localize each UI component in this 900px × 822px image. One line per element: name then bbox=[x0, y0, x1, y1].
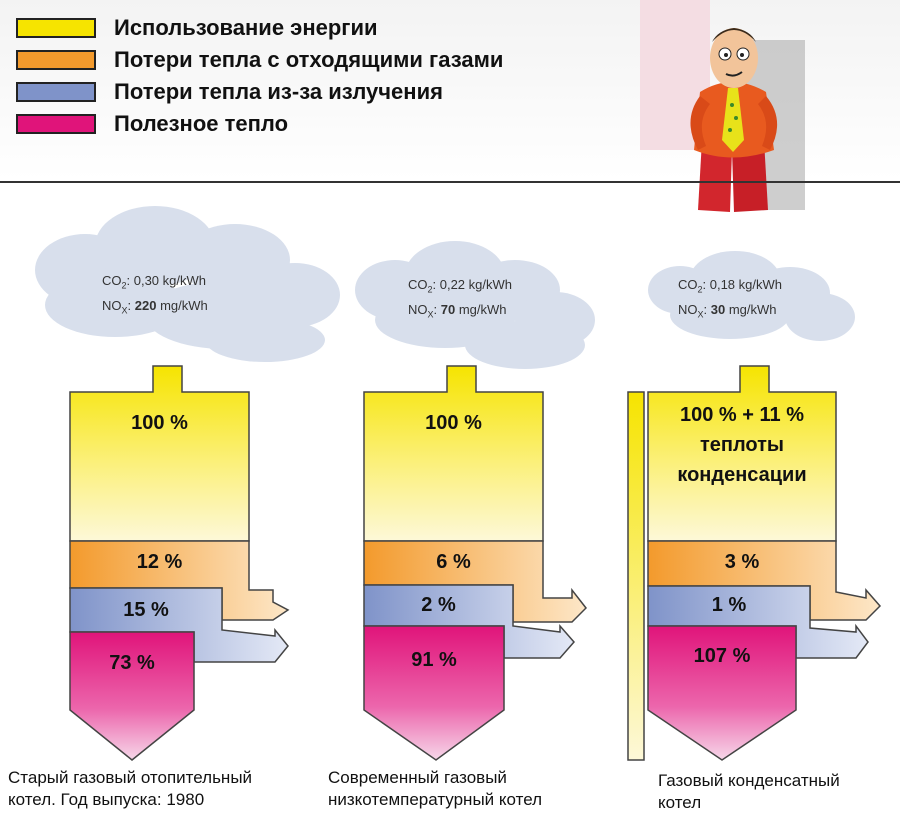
legend-label: Потери тепла с отходящими газами bbox=[114, 47, 504, 72]
nox-separator: : bbox=[127, 297, 135, 313]
useful-heat-block bbox=[69, 631, 195, 761]
legend-label: Потери тепла из-за излучения bbox=[114, 79, 443, 104]
caption-line: котел bbox=[658, 793, 702, 812]
boiler-condensing bbox=[627, 365, 882, 761]
nox-subscript: X bbox=[427, 309, 434, 320]
useful-percent: 91 % bbox=[411, 649, 457, 671]
caption-line: Газовый конденсатный bbox=[658, 771, 840, 790]
co2-value: : 0,18 kg/kWh bbox=[702, 277, 782, 292]
nox-unit: mg/kWh bbox=[156, 297, 208, 313]
condensation-bar bbox=[627, 391, 645, 761]
useful-heat-block bbox=[647, 625, 797, 761]
legend-swatch-magenta bbox=[16, 114, 96, 134]
legend-item-exhaust-loss: Потери тепла с отходящими газами bbox=[16, 46, 503, 74]
caption-line: низкотемпературный котел bbox=[328, 790, 543, 809]
caption-line: котел. Год выпуска: 1980 bbox=[8, 790, 205, 809]
header-divider bbox=[0, 181, 900, 183]
legend-label: Использование энергии bbox=[114, 15, 378, 40]
nox-label: NO bbox=[102, 297, 122, 313]
exhaust-percent: 6 % bbox=[436, 551, 471, 573]
energy-percent: 100 % bbox=[425, 412, 482, 434]
caption-line: Современный газовый bbox=[328, 768, 507, 787]
exhaust-percent: 12 % bbox=[136, 551, 183, 573]
radiation-percent: 2 % bbox=[421, 594, 456, 616]
co2-subscript: 2 bbox=[697, 284, 703, 295]
nox-unit: mg/kWh bbox=[455, 301, 507, 317]
co2-label: CO bbox=[408, 277, 428, 292]
legend-swatch-blue bbox=[16, 82, 96, 102]
legend-swatch-yellow bbox=[16, 18, 96, 38]
energy-use-block bbox=[69, 365, 250, 542]
nox-subscript: X bbox=[697, 309, 704, 320]
co2-value: : 0,30 kg/kWh bbox=[126, 273, 206, 288]
energy-percent-condensing: 100 % + 11 % теплоты конденсации bbox=[648, 400, 836, 490]
boiler-old bbox=[69, 365, 290, 761]
energy-percent-line: конденсации bbox=[677, 464, 807, 486]
nox-separator: : bbox=[703, 301, 711, 317]
useful-percent: 107 % bbox=[693, 645, 751, 667]
legend-item-radiation-loss: Потери тепла из-за излучения bbox=[16, 78, 443, 106]
energy-percent-line: 100 % + 11 % bbox=[680, 404, 804, 426]
useful-percent: 73 % bbox=[109, 652, 155, 674]
caption-condensing-boiler: Газовый конденсатный котел bbox=[658, 770, 840, 814]
co2-subscript: 2 bbox=[121, 280, 127, 291]
caption-line: Старый газовый отопительный bbox=[8, 768, 253, 787]
nox-unit: mg/kWh bbox=[725, 301, 777, 317]
caption-old-boiler: Старый газовый отопительный котел. Год в… bbox=[8, 767, 252, 811]
cloud-emissions-3 bbox=[648, 251, 855, 341]
co2-value: : 0,22 kg/kWh bbox=[432, 277, 512, 292]
legend-swatch-orange bbox=[16, 50, 96, 70]
energy-percent: 100 % bbox=[131, 412, 188, 434]
exhaust-percent: 3 % bbox=[724, 551, 760, 573]
co2-subscript: 2 bbox=[427, 284, 433, 295]
useful-heat-block bbox=[363, 625, 505, 761]
legend-item-useful-heat: Полезное тепло bbox=[16, 110, 288, 138]
radiation-percent: 15 % bbox=[123, 599, 169, 621]
co2-label: CO bbox=[102, 273, 122, 288]
nox-label: NO bbox=[408, 301, 428, 317]
emissions-label-1: CO2: 0,30 kg/kWh NOX: 220 mg/kWh bbox=[102, 271, 208, 320]
nox-subscript: X bbox=[121, 305, 128, 316]
legend-label: Полезное тепло bbox=[114, 111, 289, 136]
emissions-label-2: CO2: 0,22 kg/kWh NOX: 70 mg/kWh bbox=[408, 275, 512, 324]
energy-percent-line: теплоты bbox=[699, 434, 785, 456]
legend-item-energy-use: Использование энергии bbox=[16, 14, 378, 42]
emissions-label-3: CO2: 0,18 kg/kWh NOX: 30 mg/kWh bbox=[678, 275, 782, 324]
energy-use-block bbox=[363, 365, 544, 542]
nox-value: 220 bbox=[134, 297, 157, 313]
caption-modern-boiler: Современный газовый низкотемпературный к… bbox=[328, 767, 542, 811]
cartoon-man-illustration bbox=[640, 0, 805, 212]
cloud-emissions-2 bbox=[355, 241, 595, 369]
cloud-emissions-1 bbox=[35, 206, 340, 362]
radiation-percent: 1 % bbox=[711, 594, 747, 616]
nox-label: NO bbox=[678, 301, 698, 317]
boiler-modern-low-temp bbox=[363, 365, 587, 761]
co2-label: CO bbox=[678, 277, 698, 292]
nox-value: 30 bbox=[710, 301, 726, 317]
nox-separator: : bbox=[433, 301, 441, 317]
nox-value: 70 bbox=[440, 301, 456, 317]
